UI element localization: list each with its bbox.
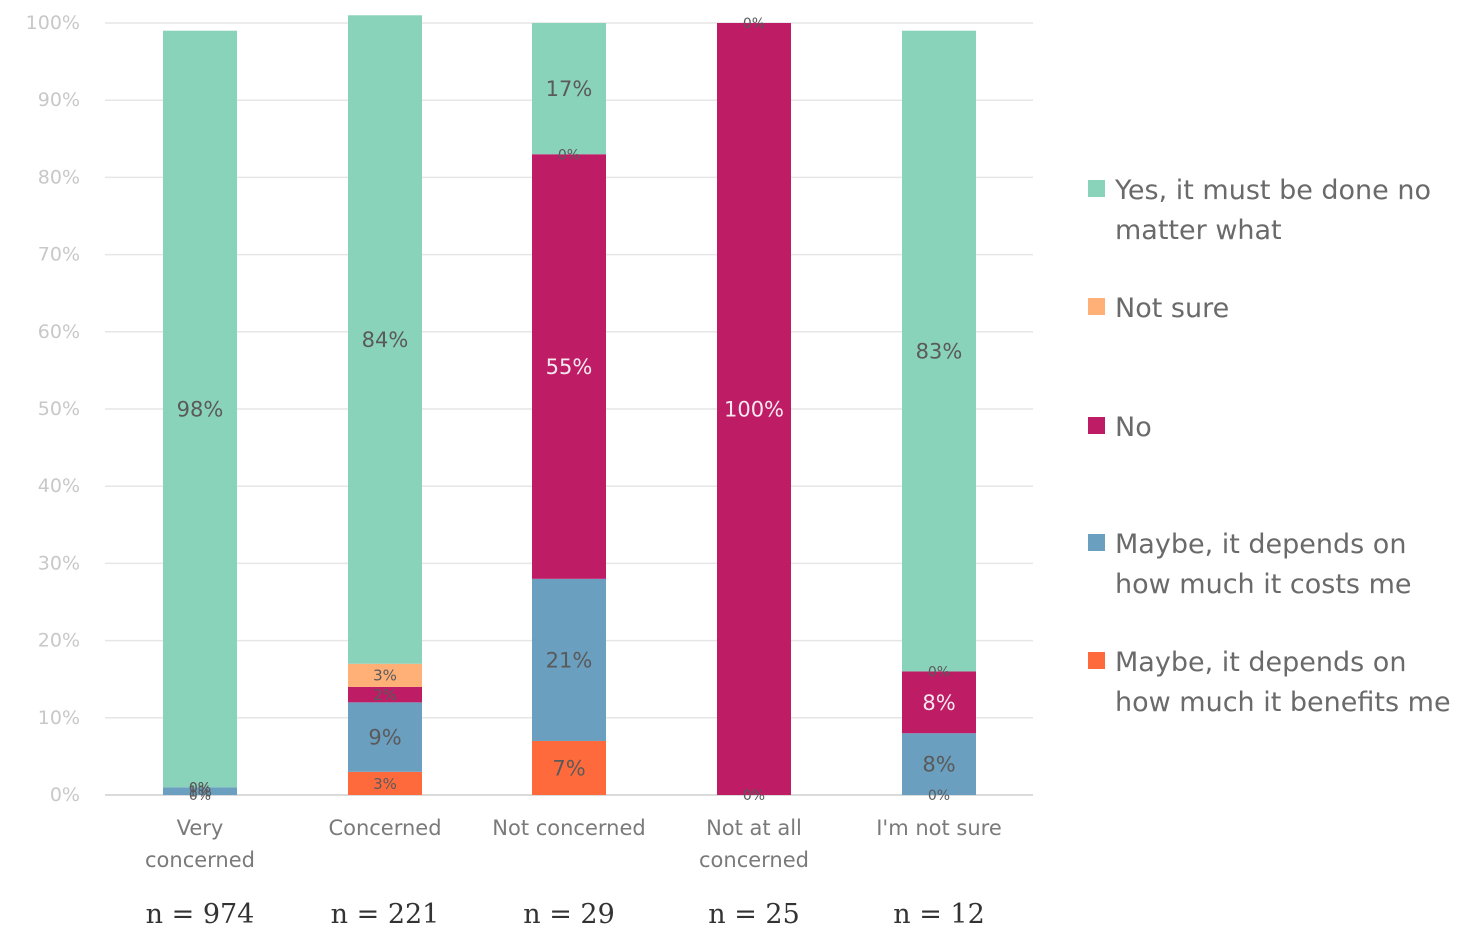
y-tick-label: 30% bbox=[38, 552, 80, 574]
sample-size-label: n = 12 bbox=[893, 899, 985, 930]
sample-size-label: n = 221 bbox=[331, 899, 440, 930]
legend: Yes, it must be done no matter what Not su… bbox=[1088, 175, 1451, 718]
y-axis-ticks: 0% 10% 20% 30% 40% 50% 60% 70% 80% 90% 100% bbox=[26, 12, 80, 806]
bar-segment bbox=[532, 740, 606, 795]
legend-label: how much it costs me bbox=[1115, 569, 1412, 600]
segment-label: 21% bbox=[546, 648, 593, 672]
y-tick-label: 70% bbox=[38, 244, 80, 266]
legend-label: Not sure bbox=[1115, 293, 1229, 324]
bar-segment bbox=[348, 15, 422, 664]
bars bbox=[163, 15, 976, 795]
bar-segment bbox=[348, 702, 422, 772]
segment-label: 0% bbox=[743, 16, 765, 32]
sample-sizes: n = 974 n = 221 n = 29 n = 25 n = 12 bbox=[146, 899, 985, 930]
segment-label: 84% bbox=[362, 328, 409, 352]
legend-label: Maybe, it depends on bbox=[1115, 529, 1406, 560]
sample-size-label: n = 29 bbox=[523, 899, 615, 930]
y-tick-label: 50% bbox=[38, 398, 80, 420]
legend-label: Maybe, it depends on bbox=[1115, 647, 1406, 678]
segment-label: 0% bbox=[189, 788, 211, 804]
segment-label: 3% bbox=[373, 775, 397, 793]
x-category-label: concerned bbox=[145, 848, 255, 872]
x-category-label: Very bbox=[177, 816, 224, 840]
segment-label: 0% bbox=[558, 147, 580, 163]
y-tick-label: 20% bbox=[38, 630, 80, 652]
y-tick-label: 60% bbox=[38, 321, 80, 343]
legend-swatch bbox=[1088, 298, 1105, 315]
bar-segment bbox=[532, 578, 606, 741]
segment-label: 0% bbox=[928, 665, 950, 681]
segment-label: 0% bbox=[189, 780, 211, 796]
segment-label: 83% bbox=[916, 340, 963, 364]
bar-segment bbox=[532, 154, 606, 579]
bar-segment bbox=[902, 671, 976, 734]
segment-label: 100% bbox=[724, 398, 784, 422]
segment-labels: 0%1%0%0%98%3%9%2%3%84%7%21%55%0%17%0%100… bbox=[177, 16, 963, 804]
y-tick-label: 0% bbox=[50, 784, 80, 806]
segment-label: 0% bbox=[189, 780, 211, 796]
segment-label: 0% bbox=[928, 788, 950, 804]
legend-label: matter what bbox=[1115, 215, 1282, 246]
bar-segment bbox=[163, 787, 237, 795]
bar-segment bbox=[902, 30, 976, 672]
segment-label: 55% bbox=[546, 355, 593, 379]
sample-size-label: n = 974 bbox=[146, 899, 255, 930]
segment-label: 8% bbox=[922, 691, 955, 715]
legend-swatch bbox=[1088, 417, 1105, 434]
y-tick-label: 100% bbox=[26, 12, 80, 34]
x-category-label: I'm not sure bbox=[876, 816, 1002, 840]
bar-segment bbox=[348, 663, 422, 687]
segment-label: 8% bbox=[922, 753, 955, 777]
bar-segment bbox=[717, 23, 791, 795]
bar-segment bbox=[348, 771, 422, 795]
bar-segment bbox=[532, 23, 606, 155]
legend-swatch bbox=[1088, 180, 1105, 197]
segment-label: 7% bbox=[552, 757, 585, 781]
y-tick-label: 90% bbox=[38, 89, 80, 111]
x-category-label: Not at all bbox=[706, 816, 802, 840]
bar-segment bbox=[348, 686, 422, 703]
x-category-label: Not concerned bbox=[492, 816, 645, 840]
segment-label: 1% bbox=[188, 783, 212, 801]
legend-label: how much it benefits me bbox=[1115, 687, 1451, 718]
segment-label: 9% bbox=[368, 726, 401, 750]
legend-label: Yes, it must be done no bbox=[1114, 175, 1431, 206]
bar-segment bbox=[902, 733, 976, 795]
y-tick-label: 40% bbox=[38, 475, 80, 497]
segment-label: 0% bbox=[743, 788, 765, 804]
x-category-label: Concerned bbox=[328, 816, 441, 840]
legend-swatch bbox=[1088, 652, 1105, 669]
sample-size-label: n = 25 bbox=[708, 899, 800, 930]
legend-label: No bbox=[1115, 412, 1152, 443]
segment-label: 98% bbox=[177, 398, 224, 422]
y-tick-label: 80% bbox=[38, 166, 80, 188]
x-axis-categories: Very concerned Concerned Not concerned Not a… bbox=[145, 816, 1002, 872]
y-tick-label: 10% bbox=[38, 707, 80, 729]
legend-swatch bbox=[1088, 534, 1105, 551]
segment-label: 2% bbox=[373, 686, 397, 704]
x-category-label: concerned bbox=[699, 848, 809, 872]
segment-label: 3% bbox=[373, 667, 397, 685]
segment-label: 17% bbox=[546, 77, 593, 101]
bar-segment bbox=[163, 30, 237, 788]
